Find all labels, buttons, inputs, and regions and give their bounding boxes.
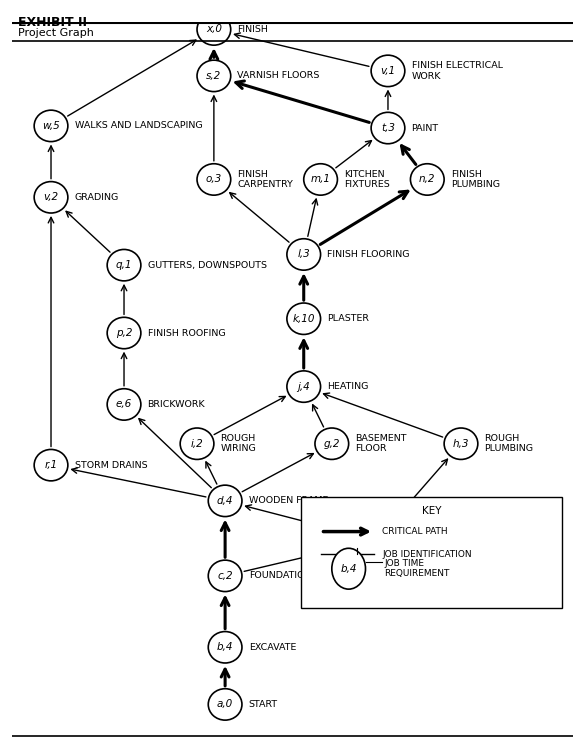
Ellipse shape [208, 485, 242, 516]
Ellipse shape [208, 632, 242, 663]
Text: FINISH FLOORING: FINISH FLOORING [328, 250, 410, 259]
Text: t,3: t,3 [381, 123, 395, 133]
Text: q,1: q,1 [116, 260, 132, 270]
Text: ROUGH
PLUMBING: ROUGH PLUMBING [484, 434, 534, 453]
Text: FOUNDATION: FOUNDATION [249, 571, 311, 580]
Text: ROUGH
WIRING: ROUGH WIRING [221, 434, 256, 453]
Text: v,1: v,1 [380, 66, 395, 76]
Ellipse shape [197, 164, 230, 195]
Text: v,2: v,2 [43, 192, 59, 202]
Text: GUTTERS, DOWNSPOUTS: GUTTERS, DOWNSPOUTS [147, 260, 267, 269]
Ellipse shape [34, 110, 68, 141]
Text: w,5: w,5 [42, 121, 60, 131]
Text: FINISH ROOFING: FINISH ROOFING [147, 329, 225, 338]
Ellipse shape [107, 317, 141, 349]
Text: HEATING: HEATING [328, 382, 369, 391]
Text: BASEMENT PLUMBING: BASEMENT PLUMBING [400, 536, 504, 545]
Text: s,2: s,2 [207, 71, 222, 81]
Text: c,2: c,2 [217, 571, 233, 581]
Text: PLASTER: PLASTER [328, 314, 369, 323]
Text: BRICKWORK: BRICKWORK [147, 400, 205, 409]
Ellipse shape [34, 182, 68, 213]
Text: BASEMENT
FLOOR: BASEMENT FLOOR [356, 434, 407, 453]
Text: g,2: g,2 [324, 439, 340, 449]
Text: WALKS AND LANDSCAPING: WALKS AND LANDSCAPING [75, 121, 202, 130]
Text: d,4: d,4 [217, 496, 233, 506]
Text: PAINT: PAINT [412, 124, 439, 132]
Ellipse shape [197, 13, 230, 45]
Text: KITCHEN
FIXTURES: KITCHEN FIXTURES [344, 170, 390, 189]
Text: k,10: k,10 [292, 314, 315, 324]
Text: i,2: i,2 [191, 439, 204, 449]
Ellipse shape [411, 164, 444, 195]
Ellipse shape [304, 164, 338, 195]
Text: EXHIBIT II: EXHIBIT II [18, 16, 87, 29]
Ellipse shape [371, 55, 405, 86]
Ellipse shape [444, 428, 478, 460]
Text: f,1: f,1 [370, 535, 383, 545]
Ellipse shape [208, 689, 242, 720]
Text: h,3: h,3 [453, 439, 469, 449]
Text: o,3: o,3 [206, 174, 222, 185]
Text: JOB IDENTIFICATION: JOB IDENTIFICATION [383, 550, 472, 559]
Ellipse shape [107, 249, 141, 281]
Text: x,0: x,0 [206, 25, 222, 34]
Ellipse shape [34, 449, 68, 481]
Text: START: START [249, 700, 278, 709]
Text: n,2: n,2 [419, 174, 436, 185]
Text: l,3: l,3 [297, 249, 310, 260]
Text: m,1: m,1 [311, 174, 331, 185]
Ellipse shape [360, 525, 394, 556]
Text: j,4: j,4 [297, 382, 310, 391]
Bar [301, 497, 562, 608]
Text: FINISH ELECTRICAL
WORK: FINISH ELECTRICAL WORK [412, 61, 503, 80]
Text: FINISH
CARPENTRY: FINISH CARPENTRY [238, 170, 293, 189]
Text: e,6: e,6 [116, 400, 132, 409]
Ellipse shape [315, 428, 349, 460]
Text: Project Graph: Project Graph [18, 28, 94, 37]
Text: FINISH
PLUMBING: FINISH PLUMBING [451, 170, 500, 189]
Text: CRITICAL PATH: CRITICAL PATH [383, 527, 448, 536]
Text: FINISH: FINISH [238, 25, 269, 34]
Ellipse shape [197, 60, 230, 92]
Text: WOODEN FRAME: WOODEN FRAME [249, 496, 328, 505]
Text: b,4: b,4 [340, 564, 357, 574]
Ellipse shape [180, 428, 214, 460]
Ellipse shape [371, 112, 405, 144]
Text: JOB TIME
REQUIREMENT: JOB TIME REQUIREMENT [384, 559, 449, 578]
Text: p,2: p,2 [116, 328, 132, 338]
Ellipse shape [107, 388, 141, 420]
Ellipse shape [287, 239, 321, 270]
Text: KEY: KEY [422, 506, 441, 516]
Ellipse shape [208, 560, 242, 591]
Text: VARNISH FLOORS: VARNISH FLOORS [238, 71, 320, 80]
Text: EXCAVATE: EXCAVATE [249, 643, 296, 652]
Text: b,4: b,4 [217, 642, 233, 652]
Text: STORM DRAINS: STORM DRAINS [75, 461, 147, 469]
Text: a,0: a,0 [217, 699, 233, 710]
Ellipse shape [287, 371, 321, 403]
Ellipse shape [287, 303, 321, 335]
Text: r,1: r,1 [44, 460, 57, 470]
Text: GRADING: GRADING [75, 193, 119, 202]
Ellipse shape [332, 548, 366, 589]
